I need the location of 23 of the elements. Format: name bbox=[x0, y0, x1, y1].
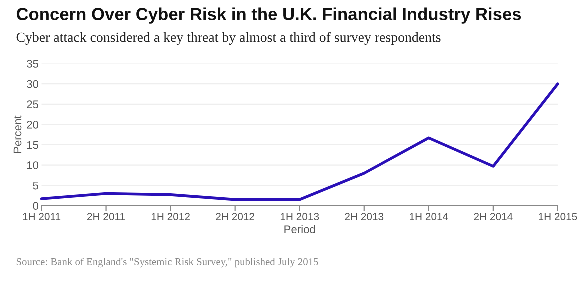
chart-subtitle: Cyber attack considered a key threat by almost a third of survey respondents bbox=[16, 32, 441, 46]
x-tick-label: 1H 2013 bbox=[280, 213, 320, 220]
x-tick-label: 1H 2014 bbox=[410, 213, 448, 220]
x-tick-label: 2H 2013 bbox=[345, 213, 384, 220]
x-tick-label: 1H 2012 bbox=[152, 213, 190, 220]
x-tick-label: 2H 2011 bbox=[88, 213, 126, 220]
x-tick-label: 2H 2012 bbox=[216, 213, 255, 220]
y-tick-label: 5 bbox=[33, 182, 39, 190]
y-tick-label: 15 bbox=[27, 141, 39, 150]
y-tick-label: 0 bbox=[33, 202, 39, 210]
y-tick-label: 20 bbox=[27, 120, 39, 129]
x-tick-label: 1H 2011 bbox=[23, 213, 61, 220]
source-note: Source: Bank of England's "Systemic Risk Survey," published July 2015 bbox=[16, 258, 318, 268]
x-tick-label: 2H 2014 bbox=[474, 213, 513, 220]
line-series bbox=[40, 82, 560, 202]
y-axis-title: Percent bbox=[14, 116, 22, 154]
y-tick-label: 10 bbox=[27, 162, 39, 170]
y-tick-label: 35 bbox=[27, 60, 39, 68]
y-tick-label: 30 bbox=[27, 80, 39, 88]
chart-title: Concern Over Cyber Risk in the U.K. Financial Industry Rises bbox=[16, 8, 522, 24]
y-tick-label: 25 bbox=[27, 100, 39, 109]
x-axis-title: Period bbox=[284, 225, 316, 234]
x-tick-label: 1H 2015 bbox=[539, 213, 578, 220]
